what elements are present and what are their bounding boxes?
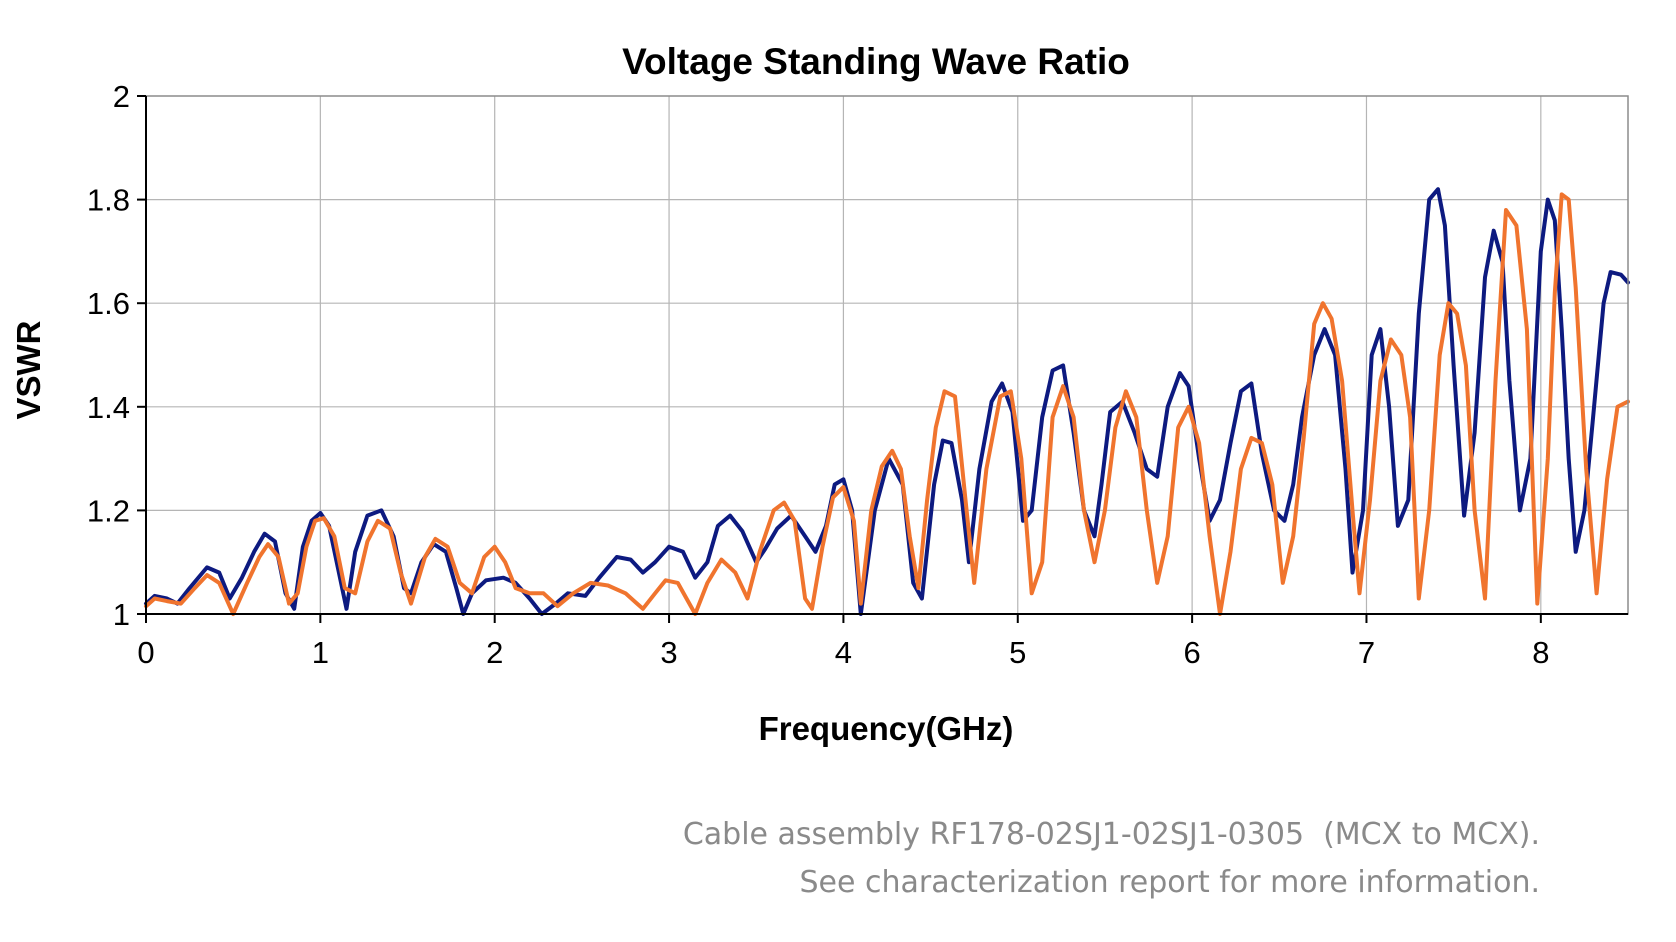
caption-line-1: Cable assembly RF178-02SJ1-02SJ1-0305 (M… [682,817,1540,852]
series-line-navy [144,187,1630,616]
series-lines [144,187,1630,616]
y-tick-label: 1.8 [87,183,130,218]
x-tick-label: 0 [137,635,154,670]
plot-frame [145,95,1629,615]
tick-labels: 11.21.41.61.820 1 2 3 4 5 6 7 8 [87,79,1550,670]
x-tick-label: 2 [486,635,503,670]
x-axis-label: Frequency(GHz) [759,710,1014,747]
y-tick-label: 1.6 [87,286,130,321]
x-tick-label: 6 [1183,635,1200,670]
y-axis-label: VSWR [10,320,47,419]
x-tick-label: 1 [312,635,329,670]
series-line-orange [144,192,1630,616]
x-tick-label: 7 [1358,635,1375,670]
x-tick-label: 8 [1532,635,1549,670]
chart-title: Voltage Standing Wave Ratio [622,41,1130,82]
y-tick-label: 1 [113,597,130,632]
y-tick-label: 1.4 [87,390,130,425]
x-tick-label: 5 [1009,635,1026,670]
y-tick-label: 1.2 [87,493,130,528]
y-tick-label: 2 [113,79,130,114]
x-tick-label: 3 [660,635,677,670]
caption-line-2: See characterization report for more inf… [799,865,1541,900]
x-tick-label: 4 [835,635,852,670]
grid [146,96,1628,614]
